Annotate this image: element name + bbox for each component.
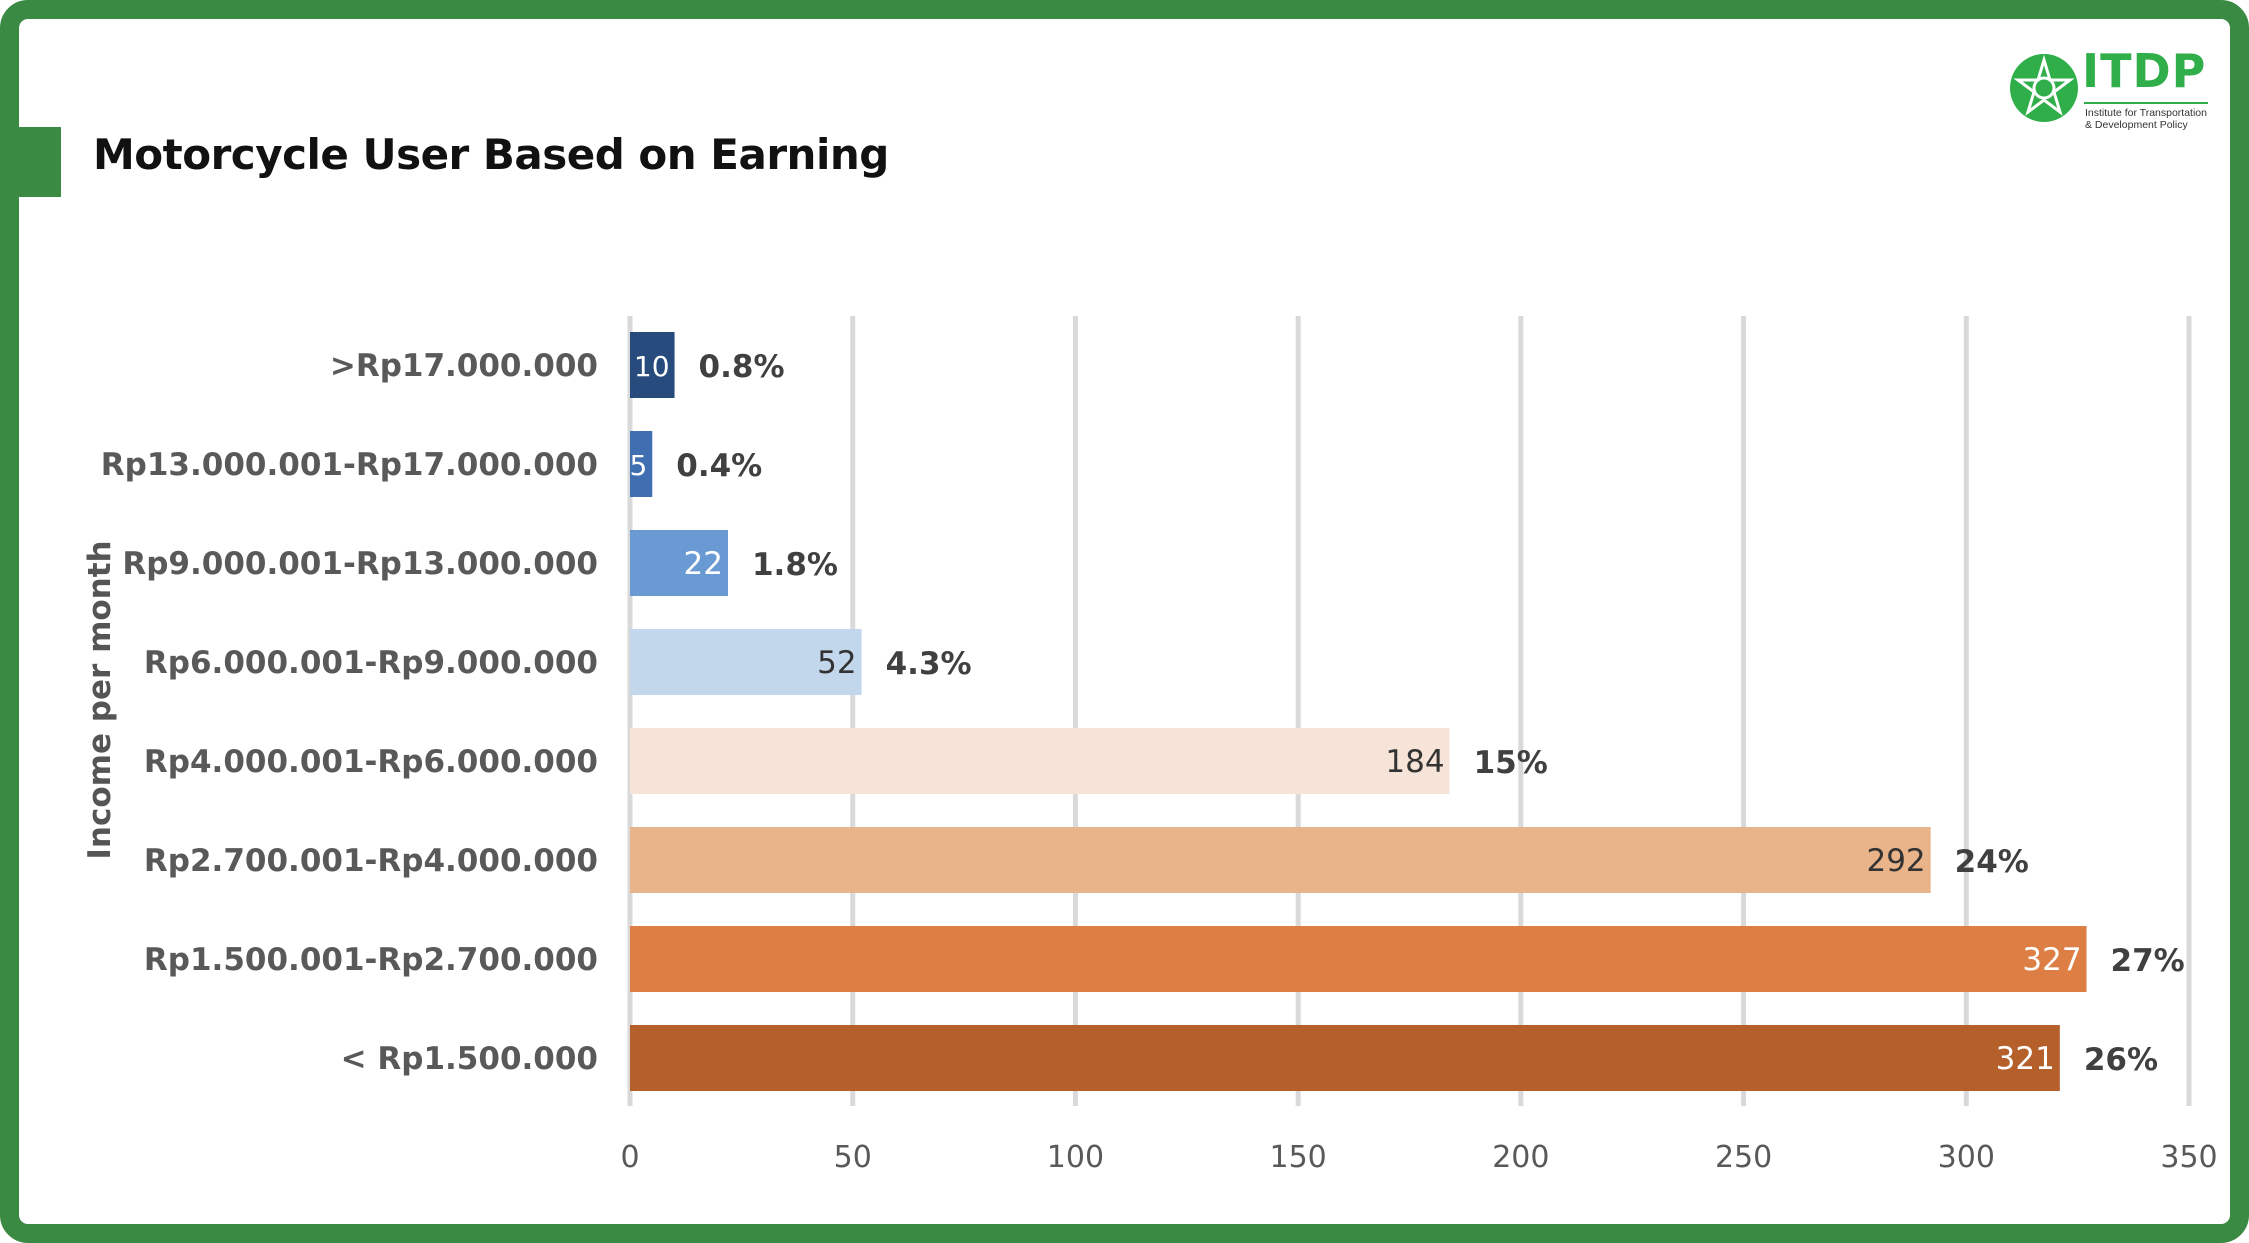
category-label: < Rp1.500.000	[341, 1041, 598, 1077]
logo-tagline-line2: & Development Policy	[2085, 119, 2188, 131]
chart-title: Motorcycle User Based on Earning	[93, 130, 889, 179]
itdp-logo: ITDP Institute for Transportation & Deve…	[2008, 44, 2208, 136]
value-label: 321	[1996, 1041, 2055, 1077]
value-label: 22	[684, 546, 723, 582]
x-tick-label: 300	[1938, 1140, 1995, 1175]
category-label: Rp13.000.001-Rp17.000.000	[101, 447, 598, 483]
x-tick-label: 250	[1715, 1140, 1772, 1175]
value-label: 184	[1385, 744, 1444, 780]
percent-label: 4.3%	[886, 646, 972, 682]
category-label: Rp9.000.001-Rp13.000.000	[122, 546, 598, 582]
value-label: 10	[634, 350, 670, 383]
percent-label: 1.8%	[752, 547, 838, 583]
x-tick-label: 100	[1047, 1140, 1104, 1175]
bar	[630, 827, 1931, 893]
bar	[630, 728, 1450, 794]
category-label: Rp2.700.001-Rp4.000.000	[144, 843, 598, 879]
logo-wordmark: ITDP	[2082, 44, 2207, 98]
percent-label: 24%	[1955, 844, 2029, 880]
bar	[630, 332, 675, 398]
x-tick-label: 150	[1270, 1140, 1327, 1175]
percent-label: 0.4%	[676, 448, 762, 484]
value-label: 292	[1866, 843, 1925, 879]
bar	[630, 1025, 2060, 1091]
percent-label: 15%	[1474, 745, 1548, 781]
title-accent-bar	[19, 127, 61, 197]
x-tick-label: 200	[1492, 1140, 1549, 1175]
bar	[630, 530, 728, 596]
category-label: Rp6.000.001-Rp9.000.000	[144, 645, 598, 681]
logo-tagline: Institute for Transportation & Developme…	[2085, 107, 2207, 131]
category-label: Rp1.500.001-Rp2.700.000	[144, 942, 598, 978]
value-label: 52	[817, 645, 856, 681]
percent-label: 27%	[2111, 943, 2185, 979]
bar	[630, 629, 862, 695]
x-tick-label: 0	[620, 1140, 639, 1175]
logo-rule	[2084, 102, 2208, 104]
itdp-star-icon	[2010, 54, 2078, 122]
category-label: >Rp17.000.000	[330, 348, 598, 384]
bar	[630, 431, 653, 497]
value-label: 327	[2022, 942, 2081, 978]
percent-label: 0.8%	[699, 349, 785, 385]
category-label: Rp4.000.001-Rp6.000.000	[144, 744, 598, 780]
logo-tagline-line1: Institute for Transportation	[2085, 107, 2207, 119]
percent-label: 26%	[2084, 1042, 2158, 1078]
x-tick-label: 50	[834, 1140, 872, 1175]
bar	[630, 926, 2087, 992]
x-tick-label: 350	[2160, 1140, 2217, 1175]
value-label: 5	[629, 449, 647, 482]
